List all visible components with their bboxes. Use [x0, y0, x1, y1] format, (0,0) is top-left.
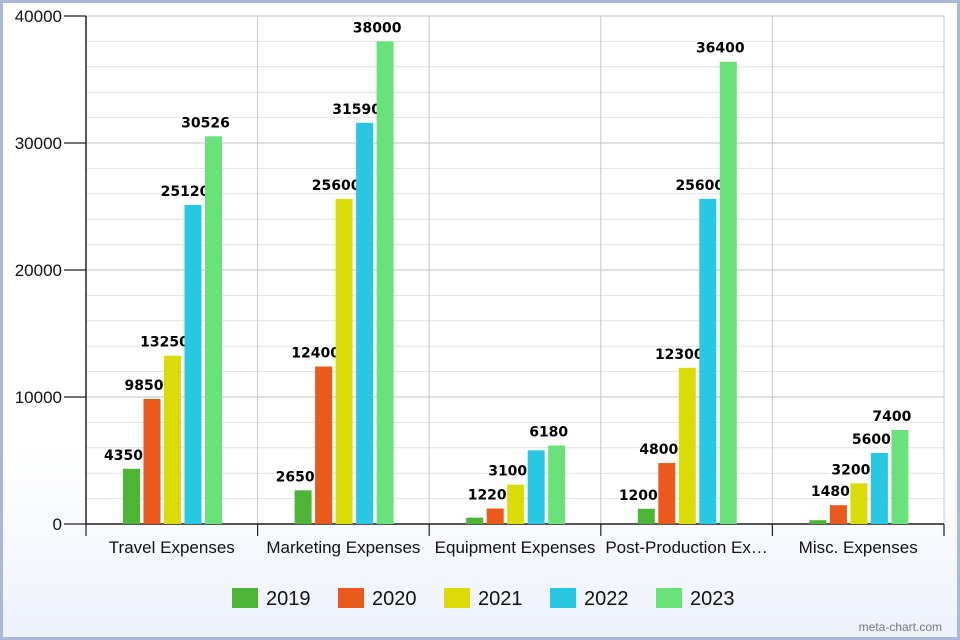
y-tick-label: 40000 — [15, 7, 62, 26]
legend-label: 2022 — [584, 588, 629, 610]
data-label: 13250 — [140, 335, 189, 351]
bar-2019 — [809, 520, 827, 524]
bar-2023 — [719, 61, 737, 524]
data-label: 30526 — [181, 115, 230, 131]
legend-label: 2020 — [372, 588, 417, 610]
bar-2022 — [527, 450, 545, 524]
bar-2023 — [205, 136, 222, 524]
data-label: 25600 — [675, 178, 724, 194]
legend-swatch-2021 — [444, 588, 470, 608]
y-tick-label: 30000 — [15, 134, 62, 153]
y-tick-label: 20000 — [15, 261, 62, 280]
bar-2021 — [335, 198, 353, 524]
data-label: 36400 — [696, 41, 745, 57]
legend-swatch-2022 — [550, 588, 576, 608]
x-category-label: Marketing Expenses — [266, 538, 420, 557]
y-tick-label: 0 — [53, 515, 62, 534]
bar-2020 — [486, 508, 504, 524]
bar-2021 — [164, 355, 181, 524]
legend-swatch-2023 — [656, 588, 682, 608]
watermark: meta-chart.com — [858, 620, 942, 634]
x-category-label: Post-Production Ex… — [605, 538, 768, 557]
bar-2022 — [184, 204, 202, 524]
data-label: 25600 — [312, 178, 361, 194]
x-category-label: Misc. Expenses — [799, 538, 918, 557]
data-label: 2650 — [276, 469, 315, 485]
data-label: 1220 — [468, 488, 507, 504]
bar-2019 — [294, 490, 312, 524]
data-label: 25120 — [161, 184, 210, 200]
data-label: 1200 — [619, 488, 658, 504]
legend-swatch-2019 — [232, 588, 258, 608]
bar-2020 — [829, 505, 847, 524]
bar-2023 — [376, 41, 394, 525]
bar-2021 — [507, 484, 525, 524]
data-label: 31590 — [332, 102, 381, 118]
data-label: 3200 — [831, 462, 870, 478]
legend-swatch-2020 — [338, 588, 364, 608]
data-label: 12300 — [655, 347, 704, 363]
data-label: 4350 — [104, 448, 143, 464]
data-label: 38000 — [353, 20, 402, 36]
bar-2019 — [123, 468, 140, 524]
data-label: 7400 — [872, 409, 911, 425]
bar-2022 — [699, 198, 717, 524]
bar-2023 — [548, 445, 566, 524]
data-label: 1480 — [811, 484, 850, 500]
legend-label: 2021 — [478, 588, 523, 610]
bar-2020 — [143, 398, 161, 524]
bar-2020 — [315, 366, 333, 524]
data-label: 5600 — [852, 432, 891, 448]
bar-2022 — [356, 122, 374, 524]
bar-2022 — [870, 452, 888, 524]
data-label: 4800 — [639, 442, 678, 458]
data-label: 9850 — [125, 378, 164, 394]
bar-2019 — [466, 517, 484, 524]
data-label: 6180 — [529, 425, 568, 441]
x-category-label: Equipment Expenses — [435, 538, 596, 557]
data-label: 3100 — [488, 464, 527, 480]
legend-label: 2019 — [266, 588, 311, 610]
bar-2020 — [658, 463, 676, 524]
legend-label: 2023 — [690, 588, 735, 610]
bar-2021 — [850, 483, 868, 524]
x-category-label: Travel Expenses — [109, 538, 235, 557]
bar-2019 — [637, 508, 655, 524]
bar-2021 — [678, 367, 696, 524]
bar-2023 — [891, 430, 909, 524]
data-label: 12400 — [291, 346, 340, 362]
y-tick-label: 10000 — [15, 388, 62, 407]
